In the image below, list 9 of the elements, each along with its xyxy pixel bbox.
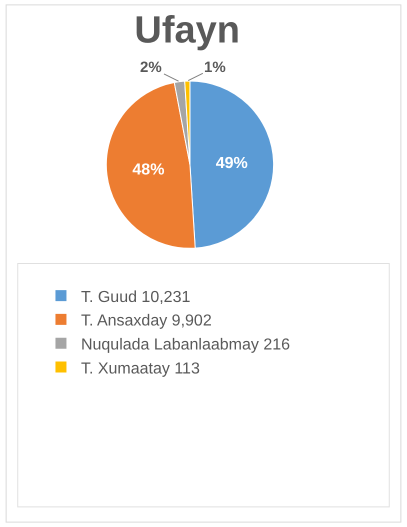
- chart-title: Ufayn: [134, 9, 240, 52]
- data-label: 1%: [204, 59, 226, 76]
- data-label: 49%: [216, 154, 248, 172]
- data-label: 2%: [140, 59, 162, 76]
- legend-label: T. Xumaatay 113: [80, 360, 200, 378]
- data-label: 48%: [132, 161, 164, 178]
- legend-label: Nuqulada Labanlaabmay 216: [80, 336, 290, 354]
- legend-label: T. Ansaxday 9,902: [80, 312, 212, 330]
- legend-label: T. Guud 10,231: [80, 288, 190, 306]
